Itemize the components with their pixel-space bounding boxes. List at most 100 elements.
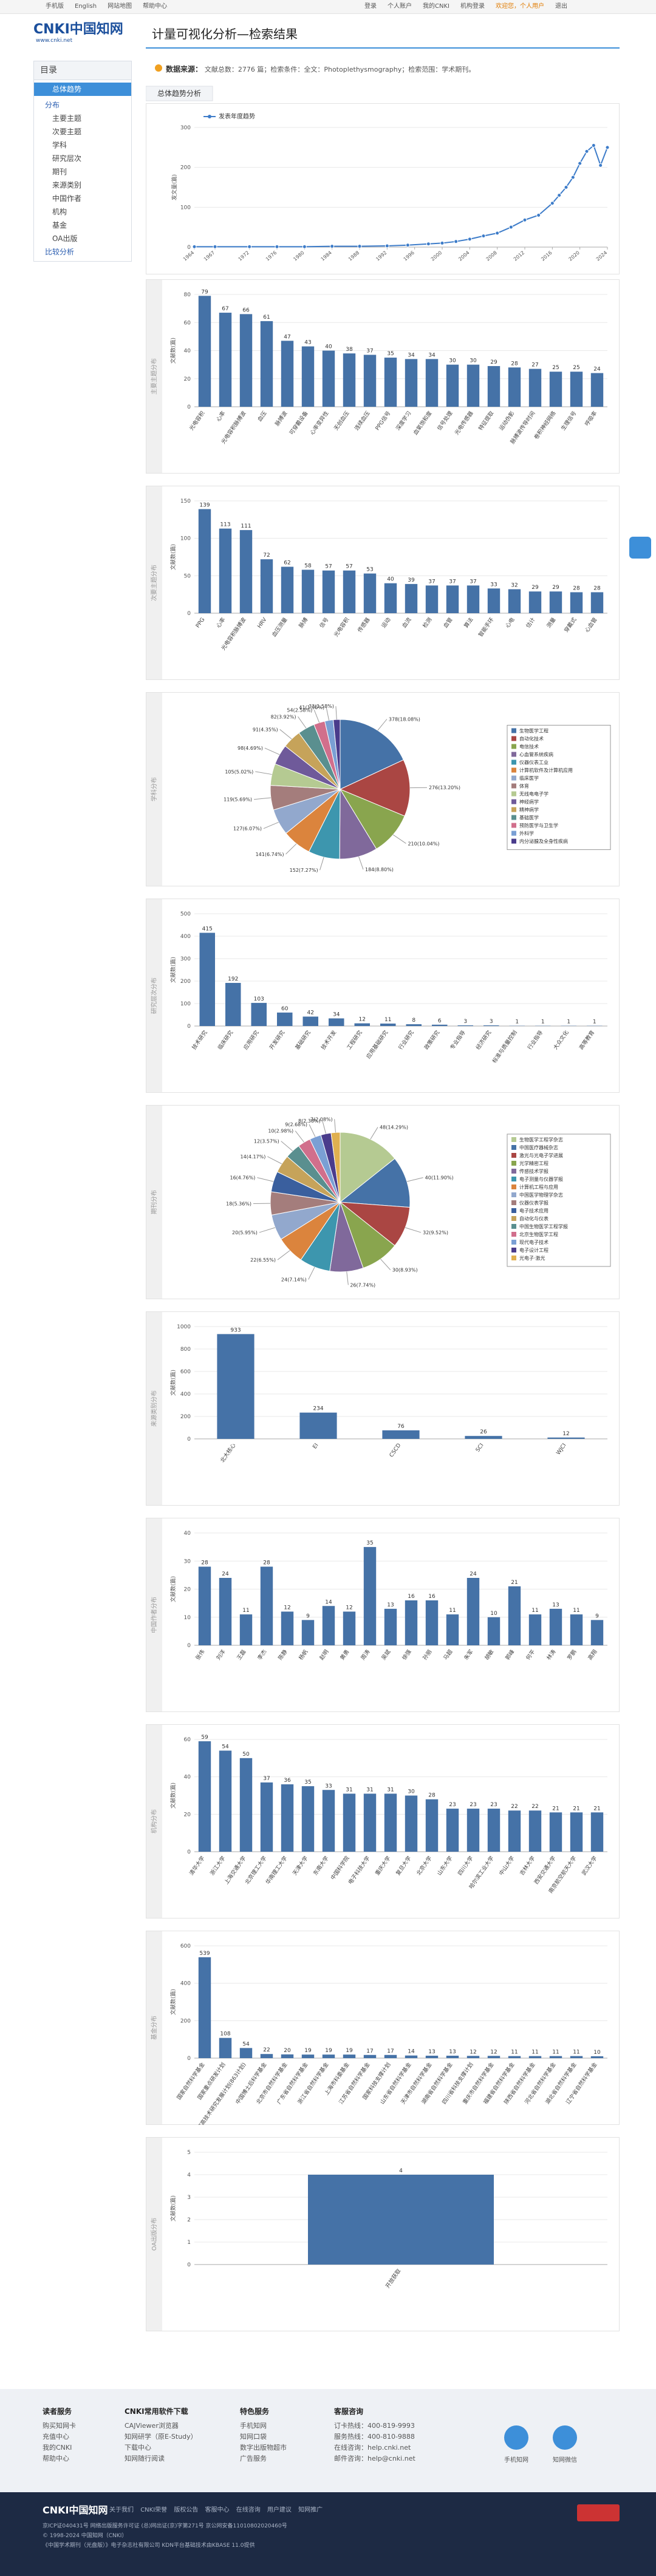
value-label: 10 [490,1611,497,1617]
link[interactable]: 登录 [364,3,377,10]
value-label: 19 [325,2048,332,2054]
logo[interactable]: CNKI中国知网 www.cnki.net [33,18,123,44]
sidebar-item[interactable]: 中国作者 [52,194,82,203]
bar [281,341,294,407]
footer-link[interactable]: 在线咨询：help.cnki.net [334,2444,411,2452]
value-label: 57 [325,564,332,570]
value-label: 111 [241,523,251,529]
chart: 研究层次分布0100200300400500文献数(篇)415技术研究192临床… [146,899,620,1093]
legend-swatch [511,1208,516,1213]
sidebar-item[interactable]: 总体趋势 [34,83,131,96]
footer-link[interactable]: 服务热线：400-810-9888 [334,2433,415,2441]
footer-link[interactable]: 下载中心 [125,2444,151,2452]
chart: 机构分布0204060文献数(篇)59清华大学54浙江大学50上海交通大学37北… [146,1724,620,1918]
link[interactable]: 个人账户 [388,3,412,10]
footer-link[interactable]: 订卡热线：400-819-9993 [334,2422,415,2430]
footer-link[interactable]: 知网随行阅读 [125,2455,165,2462]
link[interactable]: 欢迎您，个人用户 [495,3,544,10]
footer-link[interactable]: 手机知网 [240,2422,267,2430]
link[interactable]: 网站地图 [108,3,132,10]
footer-link[interactable]: 知网口袋 [240,2433,267,2441]
value-label: 66 [242,307,250,313]
leader-line [277,1250,290,1260]
footer-link[interactable]: 关于我们 [109,2507,134,2513]
footer-link[interactable]: CAJViewer浏览器 [125,2422,179,2430]
legend-swatch [511,1248,516,1252]
bar [343,2054,356,2058]
link[interactable]: English [75,3,97,10]
footer-link[interactable]: 知网推广 [298,2507,323,2513]
footer-link[interactable]: 版权公告 [174,2507,199,2513]
back-to-top[interactable] [629,537,651,559]
bar [466,364,480,407]
value-label: 28 [573,585,580,591]
footer-bottom: CNKI中国知网 关于我们 CNKI荣誉 版权公告 客服中心 在线咨询 用户建议… [0,2492,656,2576]
sidebar-item[interactable]: 基金 [52,221,67,229]
footer-link[interactable]: 广告服务 [240,2455,267,2462]
footer-link[interactable]: 我的CNKI [43,2444,72,2452]
sidebar-item[interactable]: 学科 [52,141,67,149]
bar [198,1566,211,1645]
bar [260,321,273,407]
legend-label: 仪器仪表学报 [519,1200,548,1206]
link[interactable]: 我的CNKI [423,3,449,10]
value-label: 192 [228,976,238,982]
value-label: 26 [480,1429,487,1435]
footer-link[interactable]: 客服中心 [205,2507,230,2513]
link[interactable]: 退出 [555,3,567,10]
leader-line [380,1259,391,1271]
footer-link[interactable]: 充值中心 [43,2433,69,2441]
point [508,225,513,229]
sidebar-group[interactable]: 分布 [45,101,60,109]
footer-link[interactable]: 购买知网卡 [43,2422,76,2430]
footer-link[interactable]: 在线咨询 [236,2507,261,2513]
footer-link[interactable]: 知网研学（原E-Study） [125,2433,197,2441]
link[interactable]: 帮助中心 [143,3,168,10]
tab-title: 总体趋势分析 [157,89,201,98]
legend-swatch [511,1240,516,1245]
footer-link[interactable]: CNKI荣誉 [140,2507,168,2513]
bar [528,2056,542,2058]
slice-label: 41(1.96%) [299,705,324,710]
bar [483,1025,499,1026]
y-tick-label: 60 [184,1737,191,1743]
value-label: 21 [573,1806,579,1812]
app-icon[interactable] [553,2425,577,2450]
sidebar-item[interactable]: 次要主题 [52,127,82,136]
bar [384,1608,397,1645]
sidebar-item[interactable]: 来源类别 [52,181,82,189]
sidebar-item[interactable]: 机构 [52,208,67,216]
slice [340,719,404,790]
sidebar-item[interactable]: 研究层次 [52,154,82,163]
bar [466,585,480,613]
chart: 期刊分布 48(14.29%) 40(11.90%) 32(9.52%) 30(8.93… [146,1105,620,1299]
legend-swatch [511,1256,516,1260]
legend-swatch [511,767,516,773]
footer-link[interactable]: 帮助中心 [43,2455,69,2462]
side-strip [146,1106,162,1299]
slice-label: 91(4.35%) [253,727,278,732]
legend-label: 计算机软件及计算机应用 [519,767,573,773]
y-tick-label: 2 [187,2217,191,2223]
legend-swatch [511,791,516,797]
y-tick-label: 400 [180,1981,191,1987]
sidebar-item[interactable]: 主要主题 [52,114,82,123]
link[interactable]: 手机版 [46,3,64,10]
value-label: 11 [384,1017,391,1023]
app-icon[interactable] [504,2425,528,2450]
sidebar-group[interactable]: 比较分析 [45,248,75,256]
bar [570,2056,583,2058]
bar [219,2037,232,2058]
footer-link[interactable]: 用户建议 [267,2507,292,2513]
legend-swatch [511,783,516,789]
link[interactable]: 机构登录 [460,3,485,10]
value-label: 11 [573,1608,579,1614]
footer-link[interactable]: 数字出版物超市 [240,2444,287,2452]
sidebar-item[interactable]: OA出版 [52,234,78,243]
y-tick-label: 100 [180,1001,191,1007]
bar [281,1784,294,1852]
value-label: 29 [531,585,539,591]
sidebar-item[interactable]: 期刊 [52,168,67,176]
chart: 来源类别分布02004006008001000文献数(篇)933北大核心234E… [146,1311,620,1506]
footer-link[interactable]: 邮件咨询：help@cnki.net [334,2455,415,2462]
